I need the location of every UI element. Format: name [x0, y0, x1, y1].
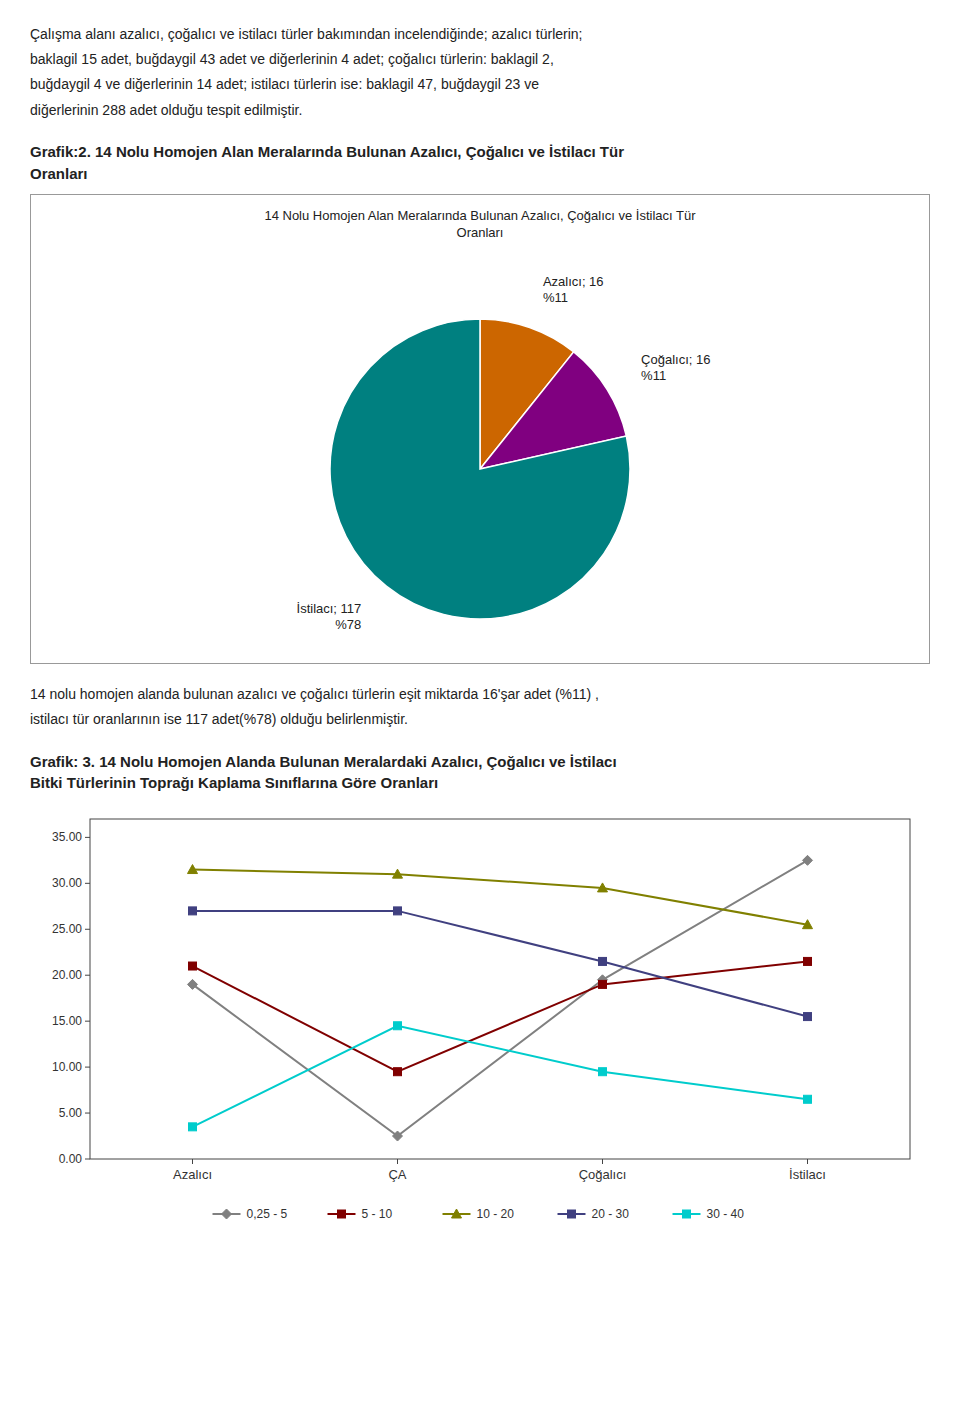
y-axis: 0.00 5.00 10.00 15.00 20.00 25.00 30.00 35.00 [52, 831, 90, 1167]
paragraph: 14 nolu homojen alanda bulunan azalıcı v… [30, 682, 930, 732]
y-tick [85, 1159, 90, 1160]
pie-chart: 14 Nolu Homojen Alan Meralarında Bulunan… [30, 194, 930, 664]
y-tick [85, 929, 90, 930]
y-tick [85, 883, 90, 884]
y-tick-label: 10.00 [52, 1060, 82, 1074]
page: Çalışma alanı azalıcı, çoğalıcı ve istil… [0, 0, 960, 1244]
data-label: İstilacı; 117%78 [297, 602, 362, 633]
chart-title: Grafik: 3. 14 Nolu Homojen Alanda Buluna… [30, 751, 930, 795]
series-line [193, 870, 808, 925]
x-tick [192, 1159, 193, 1164]
series-line [193, 911, 808, 1017]
marker [393, 869, 403, 878]
y-tick-label: 0.00 [59, 1152, 83, 1166]
y-tick-label: 15.00 [52, 1014, 82, 1028]
x-axis: Azalıcı ÇA Çoğalıcı İstilacı [173, 1159, 826, 1182]
y-tick-label: 5.00 [59, 1106, 83, 1120]
legend-marker [338, 1210, 346, 1218]
series-line [193, 860, 808, 1136]
x-tick-label: ÇA [388, 1167, 406, 1182]
x-tick [807, 1159, 808, 1164]
y-tick-label: 20.00 [52, 968, 82, 982]
chart-title: Grafik:2. 14 Nolu Homojen Alan Meraların… [30, 141, 930, 185]
marker [598, 883, 608, 892]
legend-marker [568, 1210, 576, 1218]
y-tick-label: 25.00 [52, 922, 82, 936]
legend-label: 30 - 40 [707, 1207, 745, 1221]
line-chart: 0.00 5.00 10.00 15.00 20.00 25.00 30.00 35.00 Az… [30, 804, 930, 1244]
marker [599, 1068, 607, 1076]
data-label: Azalıcı; 16%11 [543, 274, 604, 305]
marker [803, 920, 813, 929]
chart-subtitle: 14 Nolu Homojen Alan Meralarında Bulunan… [264, 208, 696, 240]
marker [804, 1013, 812, 1021]
marker [393, 1131, 403, 1141]
y-tick-label: 30.00 [52, 876, 82, 890]
legend-label: 20 - 30 [592, 1207, 630, 1221]
marker [188, 980, 198, 990]
marker [189, 1123, 197, 1131]
legend-marker [683, 1210, 691, 1218]
legend: 0,25 - 5 5 - 10 10 - 20 20 - 30 30 - 40 [213, 1207, 745, 1221]
marker [599, 958, 607, 966]
y-tick [85, 1113, 90, 1114]
y-tick [85, 837, 90, 838]
marker [804, 958, 812, 966]
y-tick-label: 35.00 [52, 831, 82, 845]
legend-label: 10 - 20 [477, 1207, 515, 1221]
y-tick [85, 975, 90, 976]
marker [394, 1068, 402, 1076]
x-tick [397, 1159, 398, 1164]
series-line [193, 962, 808, 1072]
marker [189, 907, 197, 915]
plot-frame [90, 819, 910, 1159]
x-tick-label: İstilacı [789, 1167, 826, 1182]
x-tick [602, 1159, 603, 1164]
legend-label: 0,25 - 5 [247, 1207, 288, 1221]
marker [803, 855, 813, 865]
chart-frame [31, 195, 930, 664]
legend-marker [452, 1209, 462, 1218]
data-labels: Azalıcı; 16%11 Çoğalıcı; 16%11 İstilacı; 1… [297, 274, 711, 633]
marker [394, 907, 402, 915]
slices [330, 319, 630, 619]
legend-marker [222, 1209, 232, 1219]
marker [804, 1095, 812, 1103]
series-line [193, 1026, 808, 1127]
plot-area [188, 855, 813, 1141]
y-tick [85, 1067, 90, 1068]
pie-slice [330, 319, 630, 619]
x-tick-label: Çoğalıcı [579, 1167, 627, 1182]
y-tick [85, 1021, 90, 1022]
marker [188, 865, 198, 874]
marker [599, 981, 607, 989]
legend-label: 5 - 10 [362, 1207, 393, 1221]
marker [394, 1022, 402, 1030]
paragraph: Çalışma alanı azalıcı, çoğalıcı ve istil… [30, 22, 930, 123]
x-tick-label: Azalıcı [173, 1167, 212, 1182]
data-label: Çoğalıcı; 16%11 [641, 353, 710, 384]
marker [189, 962, 197, 970]
